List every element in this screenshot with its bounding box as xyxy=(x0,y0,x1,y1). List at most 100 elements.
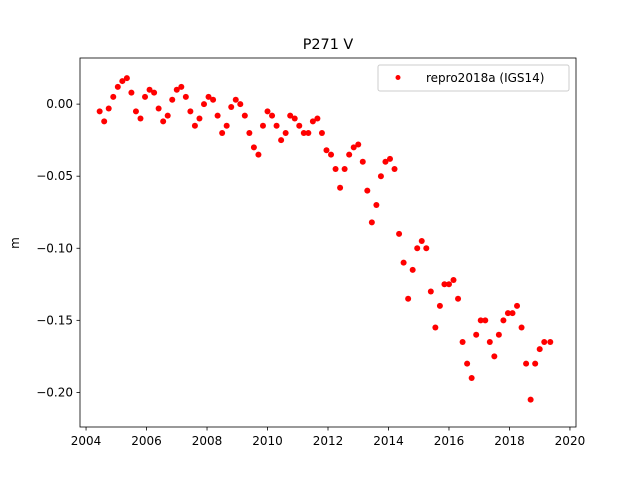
data-point xyxy=(255,151,262,158)
legend: repro2018a (IGS14) xyxy=(377,64,570,92)
data-point xyxy=(132,108,139,115)
data-point xyxy=(455,295,462,302)
x-tick-label: 2020 xyxy=(555,434,586,448)
data-point xyxy=(547,338,554,345)
data-point xyxy=(228,104,235,111)
data-point xyxy=(219,129,226,136)
data-point xyxy=(173,86,180,93)
data-point xyxy=(273,122,280,129)
data-point xyxy=(323,147,330,154)
data-point xyxy=(464,360,471,367)
data-point xyxy=(350,144,357,151)
data-point xyxy=(445,281,452,288)
data-point xyxy=(432,324,439,331)
data-point xyxy=(400,259,407,266)
data-point xyxy=(427,288,434,295)
data-point xyxy=(355,141,362,148)
data-point xyxy=(523,360,530,367)
data-point xyxy=(278,137,285,144)
data-point xyxy=(282,129,289,136)
y-tick-label: −0.05 xyxy=(36,169,73,183)
x-tick-label: 2004 xyxy=(71,434,102,448)
data-point xyxy=(250,144,257,151)
data-point xyxy=(237,101,244,108)
y-axis: 0.00 −0.05 −0.10 −0.15 −0.20 xyxy=(36,97,80,399)
data-point xyxy=(160,118,167,125)
data-point xyxy=(409,266,416,273)
data-point xyxy=(287,112,294,119)
data-point xyxy=(373,202,380,209)
y-tick-label: −0.15 xyxy=(36,313,73,327)
data-point xyxy=(332,165,339,172)
data-point xyxy=(387,155,393,162)
x-tick-label: 2014 xyxy=(373,434,404,448)
data-point xyxy=(382,158,389,165)
data-point xyxy=(232,96,239,103)
data-point xyxy=(514,302,521,309)
data-point xyxy=(518,324,525,331)
data-point xyxy=(241,112,248,119)
legend-marker xyxy=(395,75,401,80)
data-point xyxy=(477,317,484,324)
y-tick-label: −0.20 xyxy=(36,385,73,399)
legend-box xyxy=(377,64,570,92)
data-point xyxy=(527,396,534,403)
data-point xyxy=(504,310,511,317)
data-point xyxy=(468,374,475,381)
data-point xyxy=(137,115,144,122)
data-point xyxy=(486,338,493,345)
data-point xyxy=(264,108,271,115)
data-point xyxy=(114,83,121,90)
data-point xyxy=(291,115,298,122)
data-point xyxy=(155,105,162,112)
data-point xyxy=(178,83,185,90)
data-point xyxy=(346,151,353,158)
data-point xyxy=(269,112,276,119)
data-point xyxy=(482,317,489,324)
data-point xyxy=(541,338,548,345)
data-point xyxy=(423,245,430,252)
data-point xyxy=(459,338,466,345)
data-point xyxy=(418,238,425,245)
data-point xyxy=(210,96,217,103)
data-point xyxy=(337,184,344,191)
data-point xyxy=(405,295,412,302)
x-tick-label: 2018 xyxy=(494,434,525,448)
data-point xyxy=(214,112,221,119)
data-point xyxy=(309,118,316,125)
chart-title: P271 V xyxy=(303,37,354,53)
data-point xyxy=(259,122,266,129)
y-tick-label: −0.10 xyxy=(36,241,73,255)
data-point xyxy=(300,129,307,136)
data-point xyxy=(450,276,457,283)
data-point xyxy=(201,101,207,108)
legend-label: repro2018a (IGS14) xyxy=(426,71,544,85)
x-axis: 2004 2006 2008 2010 2012 2014 2016 2018 2020 xyxy=(71,427,585,448)
data-points-layer xyxy=(96,75,554,403)
data-point xyxy=(196,115,203,122)
data-point xyxy=(119,78,126,85)
data-point xyxy=(500,317,507,324)
data-point xyxy=(96,108,103,115)
x-tick-label: 2008 xyxy=(192,434,223,448)
data-point xyxy=(491,353,498,360)
data-point xyxy=(151,89,158,96)
data-point xyxy=(436,302,443,309)
data-point xyxy=(473,331,480,338)
data-point xyxy=(341,165,348,172)
data-point xyxy=(164,112,171,119)
data-point xyxy=(182,93,189,100)
data-point xyxy=(246,129,253,136)
data-point xyxy=(532,360,539,367)
data-point xyxy=(396,230,403,237)
data-point xyxy=(359,158,366,165)
data-point xyxy=(101,118,108,125)
data-point xyxy=(142,93,149,100)
data-point xyxy=(364,187,371,194)
data-point xyxy=(495,331,502,338)
data-point xyxy=(223,122,230,129)
y-axis-label: m xyxy=(8,237,22,249)
data-point xyxy=(205,93,212,100)
data-point xyxy=(328,151,335,158)
